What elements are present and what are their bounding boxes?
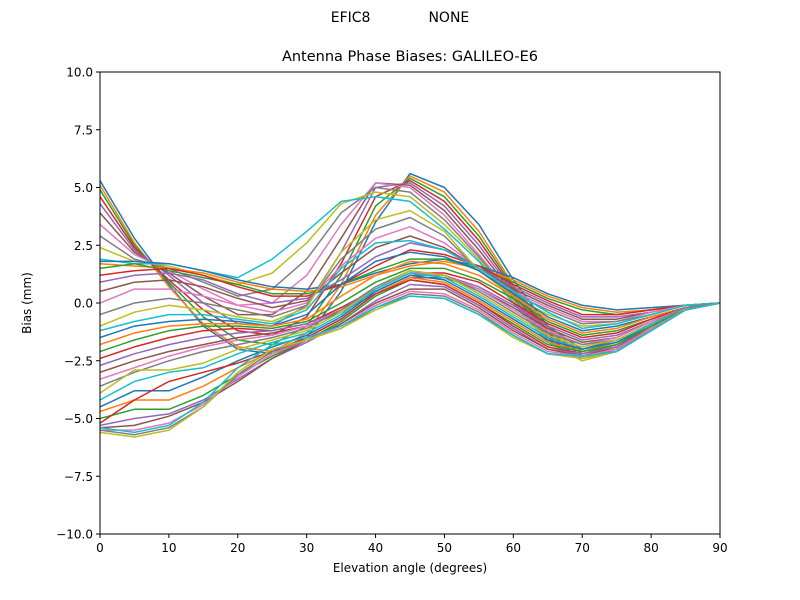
series-line <box>100 239 720 332</box>
axes-frame <box>99 71 721 535</box>
x-tick-label: 40 <box>368 541 383 555</box>
x-tick-label: 80 <box>643 541 658 555</box>
y-tick-label: −10.0 <box>56 528 93 542</box>
x-tick-label: 50 <box>437 541 452 555</box>
y-tick-label: 7.5 <box>74 123 93 137</box>
x-tick-label: 90 <box>712 541 727 555</box>
series-line <box>100 182 720 357</box>
y-tick-label: 10.0 <box>66 66 93 80</box>
chart-title: Antenna Phase Biases: GALILEO-E6 <box>281 49 539 65</box>
y-tick-label: −2.5 <box>64 354 93 368</box>
series-line <box>100 283 720 427</box>
y-axis-ticks: −10.0 −7.5 −5.0 −2.5 0.0 2.5 5.0 7.5 10.0 <box>56 66 100 542</box>
y-tick-label: −7.5 <box>64 470 93 484</box>
x-axis-label: Elevation angle (degrees) <box>332 561 488 575</box>
x-tick-label: 10 <box>161 541 176 555</box>
series-line <box>100 274 720 408</box>
x-tick-label: 70 <box>575 541 590 555</box>
y-tick-label: −5.0 <box>64 412 93 426</box>
x-tick-label: 60 <box>506 541 521 555</box>
series-line <box>100 258 720 311</box>
series-line <box>100 216 720 325</box>
series-line <box>100 235 720 320</box>
x-tick-label: 20 <box>230 541 245 555</box>
series-line <box>100 242 720 318</box>
x-axis-ticks: 0 10 20 30 40 50 60 70 80 90 <box>96 534 728 555</box>
x-tick-label: 0 <box>96 541 104 555</box>
series-line <box>100 267 720 353</box>
radome-name: NONE <box>428 10 470 26</box>
y-tick-label: 5.0 <box>74 181 93 195</box>
x-tick-label: 30 <box>299 541 314 555</box>
series-line <box>100 269 720 394</box>
series-line <box>100 290 720 431</box>
series-line <box>100 260 720 346</box>
series-line <box>100 295 720 434</box>
series-line <box>100 251 720 339</box>
series-lines <box>100 172 720 438</box>
station-name: EFIC8 <box>330 10 371 26</box>
figure-suptitle: EFIC8 NONE <box>0 10 800 26</box>
y-tick-label: 0.0 <box>74 297 93 311</box>
y-tick-label: 2.5 <box>74 239 93 253</box>
series-line <box>100 260 720 313</box>
series-line <box>100 249 720 316</box>
